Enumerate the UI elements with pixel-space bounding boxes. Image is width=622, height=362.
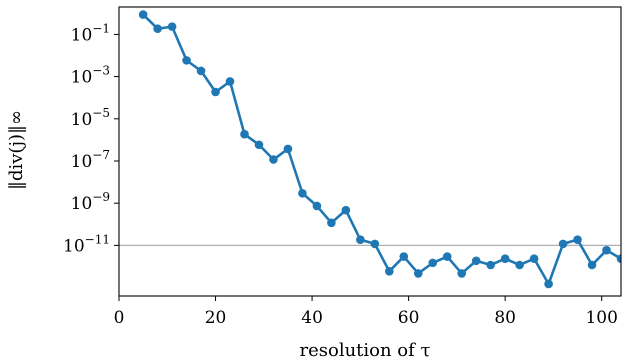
data-point — [558, 239, 568, 249]
data-point — [283, 144, 293, 154]
data-point — [356, 235, 365, 244]
data-point — [587, 260, 597, 270]
y-axis: 10−1 10−3 10−5 10−7 10−9 10−11 — [63, 21, 119, 256]
x-tick-label: 0 — [114, 308, 125, 328]
y-axis-label: ‖div(j)‖∞ — [6, 110, 27, 190]
data-point — [428, 258, 438, 268]
data-point — [211, 87, 220, 97]
x-tick-label: 20 — [205, 308, 227, 328]
data-point — [196, 66, 206, 76]
y-tick-label: 10−5 — [71, 106, 110, 130]
data-point — [341, 205, 351, 215]
y-tick-label: 10−3 — [71, 64, 110, 88]
data-point — [500, 254, 510, 263]
data-point — [312, 201, 322, 211]
data-point — [442, 252, 452, 261]
data-point — [399, 252, 409, 261]
data-point — [370, 239, 380, 249]
data-point — [602, 245, 611, 255]
x-axis-label: resolution of τ — [299, 340, 430, 361]
data-point — [616, 254, 621, 263]
data-point — [269, 155, 278, 164]
data-point — [225, 77, 235, 86]
data-point — [298, 188, 307, 198]
data-point — [471, 256, 481, 266]
plot-area — [119, 10, 621, 289]
y-tick-label: 10−1 — [71, 21, 110, 45]
x-tick-label: 80 — [494, 308, 516, 328]
data-point — [138, 10, 148, 19]
y-tick-label: 10−9 — [71, 190, 110, 214]
x-axis: 0 20 40 60 80 100 — [114, 296, 618, 328]
data-point — [486, 260, 495, 270]
data-point — [529, 254, 539, 263]
data-point — [167, 22, 177, 31]
data-point — [254, 140, 264, 150]
x-tick-label: 60 — [398, 308, 420, 328]
data-point — [385, 267, 394, 276]
data-point — [413, 269, 423, 278]
y-tick-label: 10−11 — [63, 232, 110, 256]
y-tick-label: 10−7 — [71, 148, 110, 172]
data-point — [153, 24, 162, 34]
data-point — [515, 260, 524, 270]
data-point — [544, 279, 553, 289]
data-point — [573, 235, 582, 244]
x-tick-label: 40 — [301, 308, 323, 328]
x-tick-label: 100 — [585, 308, 617, 328]
data-point — [457, 269, 467, 278]
data-point — [327, 218, 336, 228]
data-point — [182, 56, 191, 65]
series-line — [142, 13, 621, 286]
plot-frame — [118, 6, 622, 297]
data-point — [240, 129, 249, 139]
